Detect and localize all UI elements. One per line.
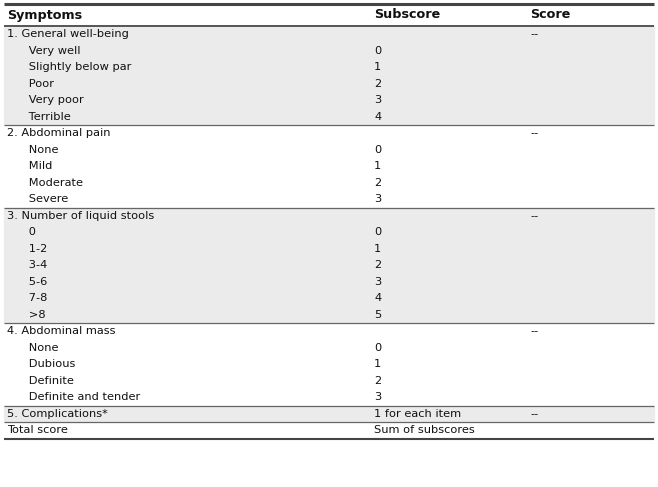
Text: 1: 1 [374,161,382,171]
Text: 3: 3 [374,277,382,287]
Bar [4,422,654,438]
Bar [4,257,654,274]
Text: 2. Abdominal pain: 2. Abdominal pain [7,128,111,138]
Text: 4: 4 [374,112,382,122]
Bar [4,290,654,306]
Text: Score: Score [530,8,570,21]
Bar [4,339,654,356]
Bar [4,389,654,406]
Text: --: -- [530,128,538,138]
Text: None: None [7,145,59,155]
Text: Very poor: Very poor [7,95,84,105]
Text: Mild: Mild [7,161,53,171]
Text: --: -- [530,29,538,39]
Text: 0: 0 [7,227,36,237]
Text: 1: 1 [374,244,382,254]
Text: 1-2: 1-2 [7,244,47,254]
Text: Moderate: Moderate [7,178,83,188]
Text: 3-4: 3-4 [7,260,47,270]
Text: 5-6: 5-6 [7,277,47,287]
Bar [4,241,654,257]
Bar [4,373,654,389]
Bar [4,207,654,224]
Text: --: -- [530,211,538,221]
Text: 7-8: 7-8 [7,293,47,303]
Bar [4,109,654,125]
Bar [4,4,654,26]
Bar [4,174,654,191]
Bar [4,59,654,75]
Bar [4,191,654,207]
Text: Poor: Poor [7,79,54,89]
Text: 4: 4 [374,293,382,303]
Text: 0: 0 [374,145,382,155]
Text: 5: 5 [374,310,382,320]
Text: 2: 2 [374,260,382,270]
Bar [4,92,654,109]
Bar [4,224,654,241]
Bar [4,26,654,42]
Text: 3: 3 [374,95,382,105]
Bar [4,142,654,158]
Text: 3: 3 [374,392,382,402]
Bar [4,306,654,323]
Text: 4. Abdominal mass: 4. Abdominal mass [7,326,116,336]
Bar [4,274,654,290]
Text: 2: 2 [374,376,382,386]
Text: 0: 0 [374,343,382,353]
Text: Subscore: Subscore [374,8,440,21]
Text: 0: 0 [374,227,382,237]
Text: 3: 3 [374,194,382,204]
Text: Terrible: Terrible [7,112,71,122]
Text: Severe: Severe [7,194,68,204]
Text: Very well: Very well [7,46,80,56]
Text: --: -- [530,326,538,336]
Text: 2: 2 [374,79,382,89]
Text: 5. Complications*: 5. Complications* [7,409,108,419]
Text: 1 for each item: 1 for each item [374,409,461,419]
Text: 1. General well-being: 1. General well-being [7,29,129,39]
Text: --: -- [530,409,538,419]
Text: >8: >8 [7,310,45,320]
Text: None: None [7,343,59,353]
Text: Slightly below par: Slightly below par [7,62,132,72]
Text: Total score: Total score [7,425,68,435]
Text: 2: 2 [374,178,382,188]
Text: Sum of subscores: Sum of subscores [374,425,475,435]
Bar [4,158,654,174]
Text: 1: 1 [374,62,382,72]
Text: Dubious: Dubious [7,359,76,369]
Text: 3. Number of liquid stools: 3. Number of liquid stools [7,211,154,221]
Bar [4,75,654,92]
Bar [4,356,654,373]
Bar [4,125,654,142]
Text: Symptoms: Symptoms [7,8,82,21]
Bar [4,323,654,339]
Bar [4,406,654,422]
Text: Definite and tender: Definite and tender [7,392,140,402]
Text: 1: 1 [374,359,382,369]
Text: 0: 0 [374,46,382,56]
Bar [4,42,654,59]
Text: Definite: Definite [7,376,74,386]
